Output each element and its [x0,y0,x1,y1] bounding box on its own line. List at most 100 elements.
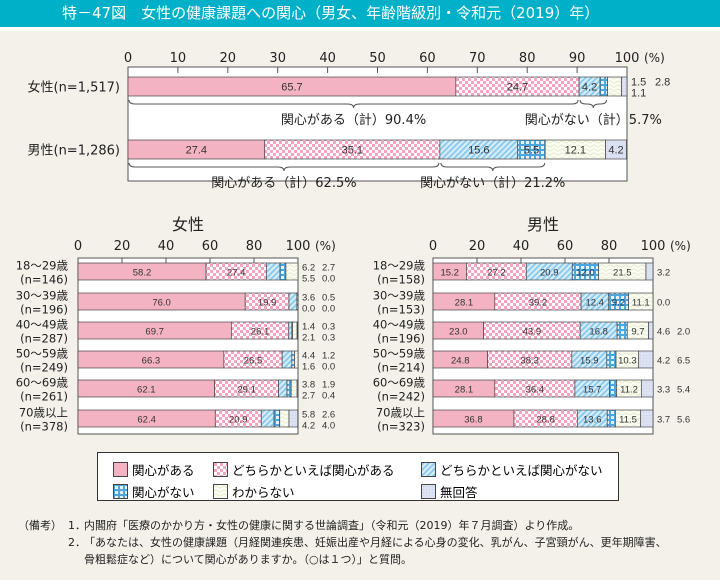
row-n-label: (n=146) [20,273,68,287]
bar-segment [616,321,628,340]
legend: 関心がある どちらかといえば関心がある どちらかといえば関心がない関心がない わからな… [97,452,619,501]
data-label: 5.8 [302,410,315,421]
bar-segment [273,409,281,428]
overall-chart: 0 10 20 30 40 50 60 70 80 90 100 (%) 女性(n=1,517) 65.7… [28,51,671,191]
data-label: 28.8 [536,415,555,426]
note-number: 1． [68,519,86,532]
bar-segment [607,76,622,97]
x-tick-label: 20 [469,239,486,254]
bar-segment [278,379,288,398]
data-label: 13.6 [583,415,602,426]
bar-segment [628,292,654,311]
bar-segment [288,409,299,428]
bar-segment [260,409,275,428]
data-label: 2.1 [302,333,315,344]
row-label: 50～59歳 [16,347,69,361]
data-label: 38.3 [520,356,539,367]
data-label: 1.9 [322,380,335,391]
row-label: 18～29歳 [16,259,69,273]
data-label: 11.1 [632,298,650,309]
data-label: 11.5 [619,415,637,426]
data-label: 5.6 [677,415,690,426]
row-n-label: (n=249) [20,361,68,375]
data-label: 15.6 [468,145,489,157]
legend-swatch [213,484,228,499]
summary-label: 関心がない（計）5.7% [525,112,662,128]
x-tick-label: 60 [557,239,574,254]
bar-segment [645,262,654,281]
bar-segment [296,321,299,340]
bar-segment [290,379,298,398]
legend-label: 無回答 [440,485,478,500]
summary-label: 関心がない（計）21.2% [420,175,565,191]
bar-segment [640,379,654,398]
data-label: 0.0 [322,362,335,373]
row-label: 60～69歳 [373,376,426,390]
data-label: 27.4 [186,145,207,157]
row-n-label: (n=378) [20,420,68,434]
data-label: 0.0 [302,304,315,315]
data-label: 28.1 [455,385,474,396]
data-label: 23.0 [449,327,468,338]
row-n-label: (n=214) [377,361,425,375]
x-tick-label: 60 [419,51,436,66]
bar-segment [288,321,293,340]
x-tick-label: 100 [615,51,640,66]
data-label: 1.4 [302,322,315,333]
bar-segment [294,350,299,369]
data-label: 19.9 [258,298,277,309]
bar-segment [605,139,627,160]
chart-title: 女性 [172,215,204,234]
row-label: 男性(n=1,286) [28,144,121,159]
data-label: 43.9 [523,327,542,338]
note-text: 骨粗鬆症など）について関心がありますか。（○は１つ）」と質問。 [84,553,413,566]
data-label: 36.4 [526,385,545,396]
x-tick-label: 100 [286,239,311,254]
legend-item: 無回答 [421,482,478,501]
legend-swatch [421,484,436,499]
data-label: 28.1 [455,298,474,309]
data-label: 0.4 [322,391,335,402]
bar-segment [609,379,618,398]
data-label: 24.7 [507,82,528,94]
x-tick-label: 80 [246,239,263,254]
data-label: 4.2 [657,356,670,367]
legend-swatch [421,462,436,477]
data-label: 66.3 [142,356,161,367]
bar-segment [279,262,287,281]
data-label: 15.9 [580,356,599,367]
data-label: 27.2 [487,268,506,279]
row-n-label: (n=153) [377,303,425,317]
legend-label: 関心がある [132,463,195,478]
data-label: 16.8 [589,327,608,338]
data-label: 12.4 [585,298,604,309]
bar-segment [281,350,293,369]
data-label: 2.7 [302,391,315,402]
data-label: 58.2 [133,268,152,279]
data-label: 76.0 [152,298,171,309]
x-axis-unit: (%) [670,239,691,253]
row-label: 40～49歳 [16,318,69,332]
data-label: 21.5 [613,268,632,279]
note-text: 内閣府「医療のかかり方・女性の健康に関する世論調査」（令和元（2019）年７月調… [84,519,580,532]
bar-segment [606,350,617,369]
row-label: 70歳以上 [19,406,68,420]
data-label: 26.5 [244,356,263,367]
bar-segment [621,76,628,97]
female-age-chart: 女性 0 20 40 60 80 100 (%) 18～29歳(n=146) 58.2 27.4 6.… [16,215,336,435]
data-label: 69.7 [145,327,164,338]
legend-item: わからない [213,482,295,501]
note-number: 2． [68,536,86,549]
x-tick-label: 0 [429,239,437,254]
legend-swatch [113,484,128,499]
data-label: 3.6 [302,293,315,304]
bar-segment [599,76,608,97]
legend-label: 関心がない [132,485,195,500]
legend-item: どちらかといえば関心がある [213,460,395,479]
legend-item: どちらかといえば関心がない [421,460,603,479]
data-label: 27.4 [227,268,246,279]
x-tick-label: 60 [202,239,219,254]
row-n-label: (n=323) [377,420,425,434]
bar-segment [279,409,290,428]
